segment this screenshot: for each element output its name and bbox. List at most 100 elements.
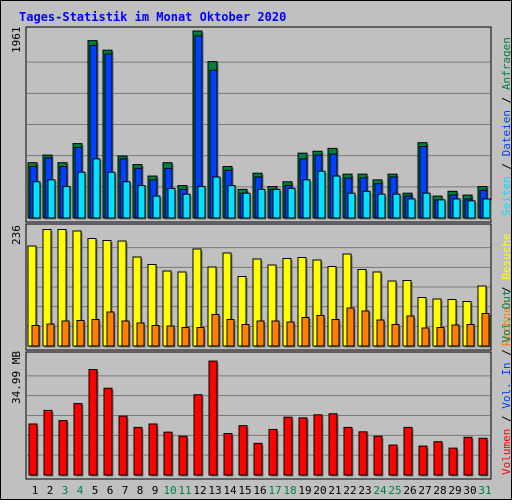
bar-seiten	[122, 181, 131, 219]
bar-rechner	[346, 307, 355, 347]
bar-seiten	[182, 193, 191, 219]
bar-rechner	[361, 310, 370, 347]
bar-volumen	[268, 428, 278, 476]
bar-volumen	[463, 436, 473, 476]
bar-seiten	[62, 186, 71, 219]
middle-ymax-label: 236	[10, 225, 23, 245]
bar-volumen	[58, 420, 68, 476]
bar-seiten	[362, 190, 371, 219]
x-tick-label: 6	[107, 484, 114, 497]
bar-volumen	[298, 417, 308, 476]
x-tick-label: 25	[388, 484, 401, 497]
bar-volumen	[208, 360, 218, 476]
bar-seiten	[32, 181, 41, 219]
bar-volumen	[118, 415, 128, 476]
bar-seiten	[332, 175, 341, 219]
bar-rechner	[316, 315, 325, 347]
bar-seiten	[407, 198, 416, 219]
legend-entry: Volumen	[500, 429, 511, 475]
bar-rechner	[331, 319, 340, 347]
bar-volumen	[253, 442, 263, 476]
bar-volumen	[343, 426, 353, 476]
bar-seiten	[107, 171, 116, 219]
bar-rechner	[31, 325, 40, 347]
legend-entry: Seiten	[500, 176, 511, 216]
bars-layer	[27, 30, 492, 477]
bar-rechner	[106, 311, 115, 347]
x-tick-label: 30	[463, 484, 476, 497]
legend-entry: Dateien	[500, 110, 511, 156]
legend-entry: /	[500, 280, 511, 300]
bar-seiten	[422, 192, 431, 219]
top-ymax-label: 1961	[10, 27, 23, 54]
bar-rechner	[91, 319, 100, 347]
bar-seiten	[437, 199, 446, 219]
bar-volumen	[88, 369, 98, 476]
bar-volumen	[103, 387, 113, 476]
bar-seiten	[467, 200, 476, 219]
bar-rechner	[376, 319, 385, 347]
x-tick-label: 15	[238, 484, 251, 497]
bar-rechner	[271, 320, 280, 347]
legend-entry: /	[500, 409, 511, 429]
x-axis-labels: 1 2 3 4 5 6 7 8 9 10 11 12 13 14 15 16 17 18 19 20 21 22 23 24 2…	[32, 484, 492, 497]
legend-entry: Besuche	[500, 233, 511, 279]
x-tick-label: 10	[163, 484, 176, 497]
bottom-ymax-label: 34.99 MB	[10, 351, 23, 404]
bar-rechner	[466, 324, 475, 347]
bar-volumen	[388, 444, 398, 476]
bar-volumen	[328, 413, 338, 476]
x-tick-label: 12	[193, 484, 206, 497]
bar-seiten	[242, 192, 251, 219]
bar-seiten	[272, 188, 281, 219]
bar-volumen	[283, 416, 293, 476]
bar-volumen	[478, 437, 488, 476]
bar-volumen	[313, 414, 323, 476]
bar-seiten	[137, 185, 146, 219]
x-tick-label: 14	[223, 484, 237, 497]
bar-volumen	[163, 431, 173, 476]
bar-seiten	[377, 193, 386, 219]
x-tick-label: 18	[283, 484, 296, 497]
x-tick-label: 4	[77, 484, 84, 497]
bar-rechner	[61, 320, 70, 347]
bar-volumen	[148, 423, 158, 476]
bar-volumen	[178, 435, 188, 476]
x-tick-label: 3	[62, 484, 69, 497]
x-tick-label: 7	[122, 484, 129, 497]
x-tick-label: 22	[343, 484, 356, 497]
bar-rechner	[226, 319, 235, 347]
bar-seiten	[227, 185, 236, 219]
bar-volumen	[373, 435, 383, 476]
legend-entry: Vol. Out	[500, 290, 511, 343]
x-tick-label: 28	[433, 484, 446, 497]
x-tick-label: 26	[403, 484, 416, 497]
x-tick-label: 27	[418, 484, 431, 497]
bar-seiten	[452, 198, 461, 219]
x-tick-label: 24	[373, 484, 387, 497]
bar-rechner	[181, 327, 190, 347]
bar-volumen	[433, 441, 443, 476]
bar-rechner	[211, 314, 220, 347]
bar-rechner	[406, 315, 415, 347]
bar-rechner	[286, 321, 295, 347]
bar-rechner	[436, 327, 445, 347]
x-tick-label: 9	[152, 484, 159, 497]
bar-seiten	[167, 187, 176, 219]
bar-rechner	[481, 313, 490, 347]
bar-seiten	[257, 188, 266, 219]
bar-volumen	[238, 425, 248, 476]
bar-volumen	[133, 426, 143, 476]
bar-volumen	[43, 409, 53, 476]
legend-entry: /	[500, 90, 511, 110]
legend-entry: Anfragen	[500, 37, 511, 90]
x-tick-label: 29	[448, 484, 461, 497]
x-tick-label: 16	[253, 484, 266, 497]
x-tick-label: 5	[92, 484, 99, 497]
bar-volumen	[358, 431, 368, 476]
bar-seiten	[482, 198, 491, 219]
bar-rechner	[451, 324, 460, 347]
bar-volumen	[73, 403, 83, 476]
